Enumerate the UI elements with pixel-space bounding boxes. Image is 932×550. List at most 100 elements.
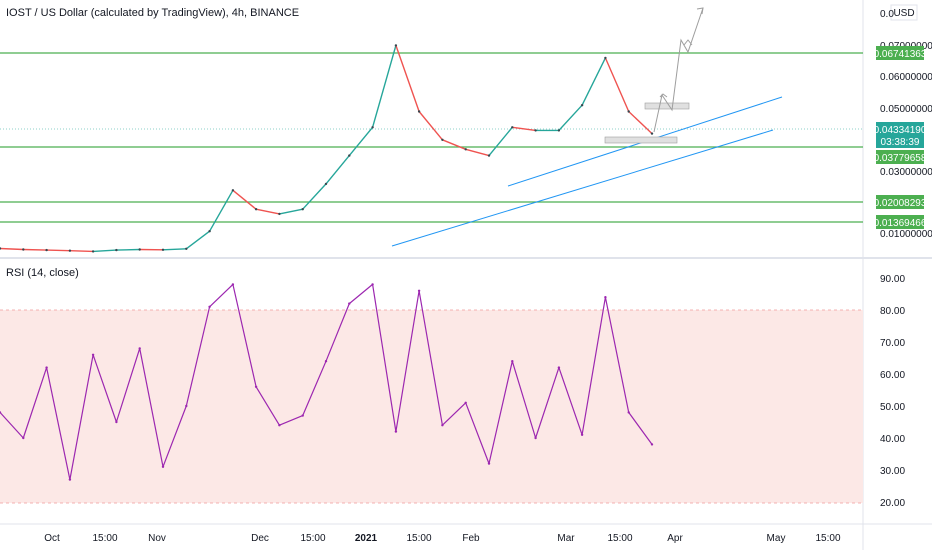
price-segment: [255, 208, 280, 215]
level-tag-text: 0.02008293: [874, 198, 927, 209]
price-point: [185, 247, 188, 250]
price-point: [91, 250, 95, 253]
time-tick: Oct: [44, 533, 60, 544]
price-point: [604, 56, 607, 60]
price-point: [324, 182, 328, 186]
price-point: [580, 104, 584, 107]
price-tick: 0.03000000: [880, 167, 932, 178]
level-tag-text: 0.03779658: [874, 153, 927, 164]
price-segment: [348, 126, 374, 157]
last-price-tag[interactable]: 0.04334190 03:38:39: [874, 122, 927, 148]
rsi-point: [511, 360, 514, 363]
rsi-point: [464, 401, 467, 404]
price-point: [254, 208, 258, 211]
level-tag-2[interactable]: 0.02008293: [874, 195, 927, 209]
price-segment: [465, 148, 490, 157]
projection-chevron: [683, 39, 693, 46]
rsi-tick: 30.00: [880, 466, 905, 477]
currency-box[interactable]: [890, 4, 918, 21]
price-segment: [162, 248, 187, 251]
rsi-point: [604, 296, 607, 299]
price-point: [441, 138, 444, 141]
rsi-point: [254, 385, 258, 388]
price-point: [45, 248, 48, 252]
price-segment: [442, 139, 466, 150]
price-segment: [116, 248, 140, 251]
zone-rect-upper[interactable]: [644, 102, 690, 110]
price-point: [417, 110, 421, 113]
rsi-tick: 80.00: [880, 306, 905, 317]
price-segment: [69, 250, 94, 253]
time-tick: 15:00: [92, 533, 117, 544]
time-axis[interactable]: Oct 15:00 Nov Dec 15:00 2021 15:00 Feb M…: [44, 533, 841, 544]
rsi-point: [278, 424, 281, 427]
projection-arrowhead: [696, 7, 704, 15]
price-point: [534, 129, 537, 132]
rsi-point: [161, 465, 165, 468]
rsi-point: [301, 414, 304, 417]
rsi-point: [371, 283, 374, 286]
price-segment: [279, 208, 303, 215]
price-segment: [371, 45, 397, 128]
rsi-band: [0, 310, 863, 503]
price-point: [115, 248, 118, 252]
price-point: [0, 247, 2, 250]
price-point: [231, 189, 235, 192]
time-tick: Mar: [557, 533, 575, 544]
price-point: [487, 154, 491, 157]
level-tag-text: 0.01369466: [874, 218, 927, 229]
time-tick: 15:00: [300, 533, 325, 544]
rsi-point: [487, 462, 491, 465]
price-segment: [0, 247, 24, 251]
price-segment: [23, 248, 47, 251]
projection-path[interactable]: [653, 7, 704, 133]
rsi-tick: 40.00: [880, 434, 905, 445]
price-point: [22, 248, 25, 251]
price-segment: [488, 126, 513, 157]
time-tick: May: [767, 533, 786, 544]
price-segment: [604, 57, 630, 112]
rsi-point: [650, 443, 654, 446]
price-segment: [302, 183, 327, 210]
rsi-title: RSI (14, close): [6, 267, 79, 279]
trendline-lower[interactable]: [391, 129, 774, 247]
time-tick: 15:00: [607, 533, 632, 544]
price-point: [371, 126, 374, 129]
rsi-point: [231, 283, 235, 286]
price-point: [138, 248, 141, 251]
price-point: [348, 154, 351, 157]
level-tag-text: 0.06741363: [874, 49, 927, 60]
price-segment: [628, 110, 653, 135]
rsi-point: [417, 289, 421, 292]
level-tag-0[interactable]: 0.06741363: [874, 46, 927, 60]
level-tag-1[interactable]: 0.03779658: [874, 150, 927, 164]
currency-label: USD: [893, 8, 914, 19]
price-tick: 0.01000000: [880, 229, 932, 240]
price-tick: 0.0: [880, 9, 894, 20]
rsi-point: [324, 360, 328, 363]
time-tick: Feb: [462, 533, 480, 544]
price-point: [208, 230, 211, 233]
rsi-series: [0, 283, 654, 481]
rsi-tick: 90.00: [880, 274, 905, 285]
time-tick: 2021: [355, 533, 378, 544]
price-point: [68, 249, 72, 252]
zone-rect-lower[interactable]: [604, 136, 678, 144]
rsi-point: [580, 433, 584, 436]
level-tag-3[interactable]: 0.01369466: [874, 215, 927, 229]
price-point: [278, 212, 281, 216]
price-segment: [46, 249, 70, 252]
price-tick: 0.06000000: [880, 72, 932, 83]
projection-chevron: [659, 93, 668, 98]
rsi-point: [91, 353, 95, 356]
time-tick: Nov: [148, 533, 166, 544]
rsi-point: [115, 420, 118, 424]
price-point: [161, 248, 165, 251]
time-tick: Apr: [667, 533, 683, 544]
rsi-axis[interactable]: 90.00 80.00 70.00 60.00 50.00 40.00 30.0…: [880, 274, 905, 509]
price-point: [557, 129, 561, 132]
rsi-point: [22, 436, 25, 440]
last-price-text: 0.04334190: [874, 125, 927, 136]
price-point: [650, 132, 654, 135]
